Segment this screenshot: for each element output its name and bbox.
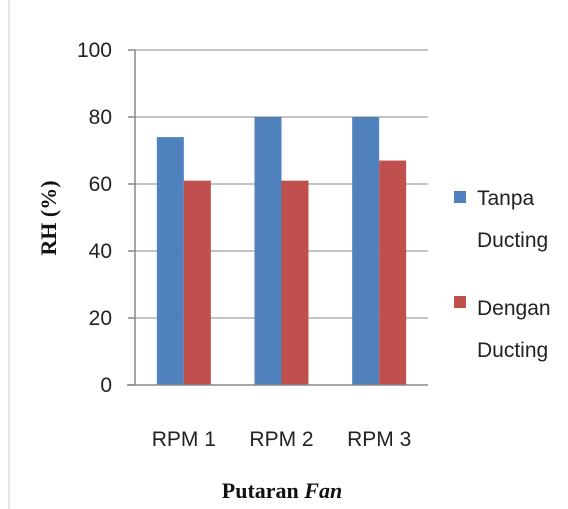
- y-tick-label-20: 20: [89, 307, 112, 330]
- y-tick-label-100: 100: [77, 39, 112, 62]
- bar-tanpa-ducting-rpm-2: [254, 117, 282, 385]
- x-tick-label-rpm-3: RPM 3: [347, 428, 411, 451]
- bar-tanpa-ducting-rpm-1: [156, 137, 184, 385]
- y-tick-label-80: 80: [89, 106, 112, 129]
- x-axis-title-normal: Putaran: [222, 478, 305, 503]
- bar-tanpa-ducting-rpm-3: [352, 117, 380, 385]
- legend-label-tanpa-ducting-line2: Ducting: [477, 229, 548, 252]
- y-tick-labels: 0 20 40 60 80 100: [77, 39, 112, 397]
- legend-label-dengan-ducting-line1: Dengan: [477, 297, 551, 320]
- x-tick-label-rpm-2: RPM 2: [249, 428, 313, 451]
- x-tick-label-rpm-1: RPM 1: [152, 428, 216, 451]
- legend-label-dengan-ducting-line2: Ducting: [477, 339, 548, 362]
- y-tick-label-0: 0: [100, 374, 112, 397]
- legend-label-tanpa-ducting-line1: Tanpa: [477, 187, 535, 210]
- axes: [127, 50, 428, 386]
- x-axis-title: Putaran Fan: [222, 478, 342, 503]
- y-axis-title: RH (%): [36, 180, 61, 255]
- legend: Tanpa Ducting Dengan Ducting: [454, 187, 551, 362]
- bars: [156, 117, 407, 385]
- y-tick-label-60: 60: [89, 173, 112, 196]
- bar-dengan-ducting-rpm-1: [183, 180, 211, 385]
- x-axis-title-italic: Fan: [303, 478, 342, 503]
- legend-swatch-dengan-ducting: [454, 296, 466, 308]
- y-tick-label-40: 40: [89, 240, 112, 263]
- x-tick-labels: RPM 1 RPM 2 RPM 3: [152, 428, 412, 451]
- legend-swatch-tanpa-ducting: [454, 191, 466, 203]
- bar-dengan-ducting-rpm-3: [379, 160, 407, 385]
- bar-dengan-ducting-rpm-2: [281, 180, 309, 385]
